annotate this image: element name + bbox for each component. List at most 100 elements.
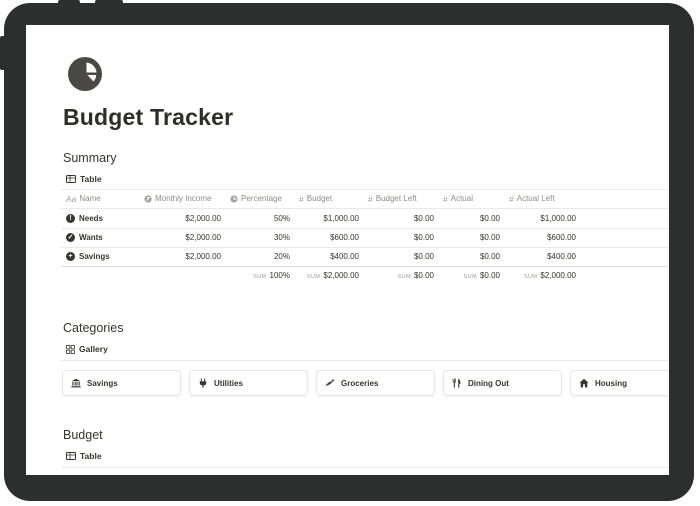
table-row[interactable]: ! Needs $2,000.00 50% $1,000.00 $0.00 $0… [61,209,669,228]
check-circle-icon: ✓ [66,233,75,242]
divider [61,228,669,229]
number-property-icon: # [443,194,448,204]
page-title: Budget Tracker [63,104,234,130]
column-header-actual-left[interactable]: # Actual Left [509,190,555,208]
actual-cell[interactable]: $0.00 [479,252,500,261]
exclamation-circle-icon: ! [66,214,75,223]
carrot-icon [325,379,335,386]
sum-value: $0.00 [479,271,500,280]
column-label: Name [79,194,101,203]
formula-icon [144,195,152,203]
number-property-icon: # [368,194,373,204]
budget-sum[interactable]: SUM $2,000.00 [290,266,359,285]
actual-sum[interactable]: SUM $0.00 [434,266,500,285]
column-header-budget[interactable]: # Budget [299,190,332,208]
text-property-icon: Aa [66,194,77,204]
rollup-icon [230,195,238,203]
fork-knife-icon [452,378,461,388]
actual-cell[interactable]: $0.00 [479,233,500,242]
column-label: Actual [450,194,473,203]
column-label: Actual Left [516,194,555,203]
percentage-cell[interactable]: 20% [273,252,290,261]
column-header-budget-left[interactable]: # Budget Left [368,190,417,208]
budget-heading: Budget [63,428,103,442]
gallery-icon [66,344,75,354]
budget-left-cell[interactable]: $0.00 [413,233,434,242]
percentage-sum[interactable]: SUM 100% [221,266,290,285]
divider [61,266,669,267]
actual-cell[interactable]: $0.00 [479,214,500,223]
sum-label: SUM [397,274,411,280]
column-header-percentage[interactable]: Percentage [230,190,282,208]
sum-value: $0.00 [413,271,434,280]
card-label: Housing [595,378,627,388]
summary-view-label: Table [80,174,102,184]
table-icon [66,452,76,460]
divider [61,189,669,190]
budget-left-cell[interactable]: $0.00 [413,252,434,261]
column-header-actual[interactable]: # Actual [443,190,473,208]
row-name-cell[interactable]: ✓ Wants [66,228,103,247]
card-label: Dining Out [468,378,509,388]
sum-value: $2,000.00 [323,271,359,280]
calculation-row: SUM 100% SUM $2,000.00 SUM $0.00 SUM $0.00 S… [61,266,669,285]
tablet-button [95,0,123,4]
budget-view-label: Table [80,451,102,461]
percentage-cell[interactable]: 50% [273,214,290,223]
category-card-savings[interactable]: Savings [62,370,181,396]
number-property-icon: # [299,194,304,204]
summary-header-row: Aa Name Monthly Income Percentage # Budg… [61,190,669,208]
pie-chart-icon[interactable] [67,56,103,92]
budget-left-cell[interactable]: $0.00 [413,214,434,223]
number-property-icon: # [509,194,514,204]
monthly-income-cell[interactable]: $2,000.00 [185,233,221,242]
sum-label: SUM [463,274,477,280]
table-row[interactable]: + Savings $2,000.00 20% $400.00 $0.00 $0… [61,247,669,266]
column-label: Budget [306,194,333,203]
budget-cell[interactable]: $600.00 [330,233,359,242]
row-name-cell[interactable]: ! Needs [66,209,103,228]
category-card-housing[interactable]: Housing [570,370,669,396]
categories-view-tab[interactable]: Gallery [66,344,108,354]
tablet-side-button [0,36,5,70]
budget-cell[interactable]: $400.00 [330,252,359,261]
categories-view-label: Gallery [79,344,108,354]
sum-label: SUM [523,274,538,280]
column-label: Percentage [241,194,282,203]
category-card-groceries[interactable]: Groceries [316,370,435,396]
divider [61,360,669,361]
categories-heading: Categories [63,321,124,335]
actual-left-cell[interactable]: $600.00 [547,233,576,242]
actual-left-cell[interactable]: $1,000.00 [540,214,576,223]
card-label: Utilities [214,378,243,388]
summary-view-tab[interactable]: Table [66,174,102,184]
budget-left-sum[interactable]: SUM $0.00 [359,266,434,285]
category-card-dining-out[interactable]: Dining Out [443,370,562,396]
house-icon [579,378,589,388]
monthly-income-cell[interactable]: $2,000.00 [185,252,221,261]
row-name: Wants [79,233,103,242]
row-name: Needs [79,214,104,223]
column-label: Monthly Income [155,194,212,203]
column-header-name[interactable]: Aa Name [66,190,101,208]
column-header-monthly-income[interactable]: Monthly Income [144,190,211,208]
column-label: Budget Left [375,194,417,203]
percentage-cell[interactable]: 30% [273,233,290,242]
divider [61,208,669,209]
monthly-income-cell[interactable]: $2,000.00 [185,214,221,223]
sum-value: $2,000.00 [540,271,576,280]
sum-label: SUM [253,274,267,280]
card-label: Groceries [341,378,379,388]
actual-left-sum[interactable]: SUM $2,000.00 [500,266,576,285]
plug-icon [199,378,207,388]
budget-cell[interactable]: $1,000.00 [323,214,359,223]
divider [61,467,669,468]
row-name-cell[interactable]: + Savings [66,247,110,266]
notion-page: Budget Tracker Summary Table Aa Name Mon… [26,25,669,475]
category-card-utilities[interactable]: Utilities [189,370,308,396]
budget-view-tab[interactable]: Table [66,451,102,461]
table-row[interactable]: ✓ Wants $2,000.00 30% $600.00 $0.00 $0.0… [61,228,669,247]
plus-circle-icon: + [66,252,75,261]
actual-left-cell[interactable]: $400.00 [547,252,576,261]
row-name: Savings [79,252,110,261]
